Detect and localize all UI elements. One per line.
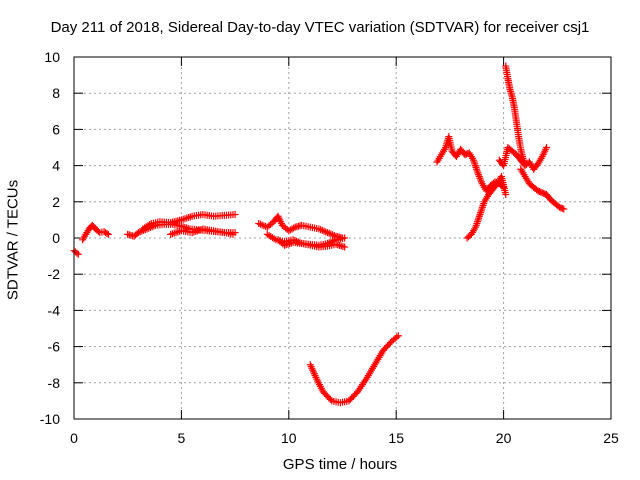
data-point	[327, 238, 335, 246]
data-point	[471, 162, 479, 170]
y-tick-labels: -10 -8 -6 -4 -2 0 2 4 6 8 10	[40, 49, 60, 427]
y-tick-label: 10	[44, 49, 60, 65]
data-series	[70, 62, 568, 407]
y-tick-label: 4	[52, 158, 60, 174]
data-point	[73, 249, 81, 257]
y-tick-label: 6	[52, 121, 60, 137]
x-tick-label: 10	[281, 430, 297, 446]
data-point	[475, 214, 483, 222]
data-point	[258, 221, 266, 229]
x-tick-label: 5	[178, 430, 186, 446]
data-point	[341, 234, 349, 242]
data-point	[329, 231, 337, 239]
data-point	[560, 205, 568, 213]
y-tick-label: 2	[52, 194, 60, 210]
data-point	[186, 213, 194, 221]
series-seg6	[255, 212, 346, 242]
data-point	[194, 227, 202, 235]
x-tick-label: 0	[70, 430, 78, 446]
data-point	[329, 237, 337, 245]
data-point	[543, 144, 551, 151]
y-tick-label: -10	[40, 411, 60, 427]
data-point	[315, 225, 323, 233]
y-tick-label: -8	[48, 375, 61, 391]
data-point	[502, 191, 510, 199]
chart-title: Day 211 of 2018, Sidereal Day-to-day VTE…	[50, 19, 590, 36]
series-seg10	[433, 133, 508, 195]
data-point	[134, 229, 142, 237]
data-point	[168, 230, 176, 238]
y-tick-label: 0	[52, 230, 60, 246]
data-point	[341, 243, 349, 251]
data-point	[325, 229, 333, 237]
data-point	[255, 220, 263, 228]
data-point	[476, 210, 484, 218]
data-point	[262, 222, 270, 230]
data-point	[323, 239, 331, 247]
data-point	[478, 203, 486, 211]
data-point	[231, 210, 239, 218]
data-point	[394, 332, 402, 340]
plot-frame	[73, 56, 612, 420]
y-tick-label: -6	[48, 339, 61, 355]
y-tick-label: 8	[52, 85, 60, 101]
data-point	[317, 226, 325, 234]
data-point	[172, 229, 180, 237]
data-point	[558, 204, 566, 212]
data-point	[185, 213, 193, 221]
data-point	[167, 230, 175, 238]
data-point	[323, 229, 331, 237]
data-point	[475, 212, 483, 220]
data-point	[270, 235, 278, 243]
data-point	[330, 237, 338, 245]
x-tick-label: 20	[496, 430, 512, 446]
series-seg8	[274, 234, 349, 249]
data-point	[74, 250, 82, 258]
data-point	[393, 333, 401, 341]
y-tick-label: -4	[48, 302, 61, 318]
data-point	[474, 218, 482, 226]
data-point	[474, 216, 482, 224]
data-point	[318, 226, 326, 234]
series-seg5	[167, 225, 237, 238]
x-tick-labels: 0 5 10 15 20 25	[70, 430, 619, 446]
y-axis-label: SDTVAR / TECUs	[4, 179, 22, 301]
grid-lines	[74, 57, 611, 419]
x-tick-label: 15	[388, 430, 404, 446]
data-point	[472, 163, 480, 171]
data-point	[183, 214, 191, 222]
data-point	[477, 209, 485, 217]
series-seg4	[139, 210, 239, 233]
data-point	[103, 229, 111, 237]
data-point	[325, 239, 333, 247]
y-tick-label: -2	[48, 266, 61, 282]
data-point	[181, 215, 189, 223]
series-seg9	[306, 332, 402, 407]
x-tick-label: 25	[603, 430, 619, 446]
series-seg1	[70, 247, 82, 258]
data-point	[229, 230, 237, 238]
data-point	[290, 224, 298, 232]
data-point	[170, 229, 178, 237]
data-point	[327, 230, 335, 238]
series-seg11	[463, 172, 510, 242]
data-point	[478, 205, 486, 213]
data-point	[322, 228, 330, 236]
data-point	[174, 228, 182, 236]
data-point	[256, 220, 264, 228]
series-seg2	[79, 221, 112, 244]
series-seg13	[495, 144, 551, 173]
data-point	[146, 221, 154, 229]
data-point	[104, 230, 112, 238]
series-seg14	[517, 165, 568, 213]
data-point	[477, 207, 485, 215]
data-point	[320, 227, 328, 235]
data-point	[326, 395, 334, 403]
data-point	[179, 215, 187, 223]
x-axis-label: GPS time / hours	[282, 456, 398, 473]
